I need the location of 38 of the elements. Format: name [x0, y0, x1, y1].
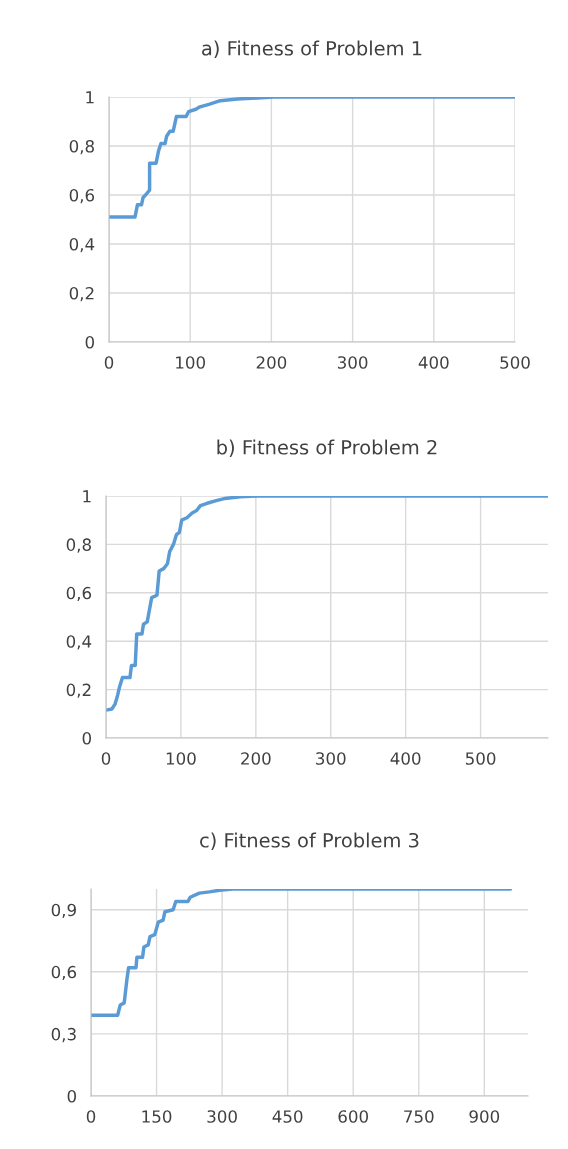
x-tick-label: 150 [142, 1110, 172, 1123]
y-tick-label: 0 [85, 335, 94, 349]
x-tick-label: 100 [166, 752, 196, 765]
y-tick-label: 0 [67, 1089, 76, 1103]
x-tick-label: 750 [404, 1110, 434, 1123]
y-tick-label: 0,4 [66, 635, 92, 650]
x-tick-label: 500 [500, 356, 530, 369]
x-tick-label: 450 [272, 1110, 303, 1123]
line-series [91, 889, 513, 1018]
x-tick-label: 300 [316, 752, 346, 765]
y-tick-label: 0,6 [51, 965, 77, 981]
y-tick-label: 1 [86, 91, 94, 104]
chart-title: c) Fitness of Problem 3 [200, 832, 419, 850]
y-tick-label: 0,6 [69, 188, 95, 204]
x-tick-label: 400 [418, 356, 449, 369]
y-tick-label: 0,9 [51, 903, 76, 918]
y-tick-label: 0,8 [66, 538, 91, 553]
y-tick-label: 0,4 [69, 237, 95, 253]
x-tick-label: 100 [176, 356, 205, 369]
x-tick-label: 200 [256, 356, 287, 369]
y-tick-label: 0,2 [69, 286, 94, 302]
chart-title: a) Fitness of Problem 1 [202, 40, 422, 58]
x-tick-label: 900 [469, 1110, 500, 1123]
y-tick-label: 0,2 [66, 683, 91, 698]
y-tick-label: 0,6 [66, 586, 92, 602]
x-tick-label: 0 [104, 356, 114, 369]
y-tick-label: 0,3 [51, 1027, 76, 1043]
x-tick-label: 0 [101, 752, 111, 765]
x-tick-label: 300 [337, 356, 368, 369]
y-tick-label: 0,8 [69, 139, 94, 155]
x-tick-label: 300 [207, 1110, 237, 1123]
x-tick-label: 400 [390, 752, 421, 765]
chart-title: b) Fitness of Problem 2 [217, 439, 437, 457]
x-tick-label: 500 [465, 752, 496, 765]
y-tick-label: 0 [82, 731, 91, 745]
x-tick-label: 600 [338, 1110, 368, 1123]
y-tick-label: 1 [83, 490, 91, 503]
x-tick-label: 200 [241, 752, 271, 765]
